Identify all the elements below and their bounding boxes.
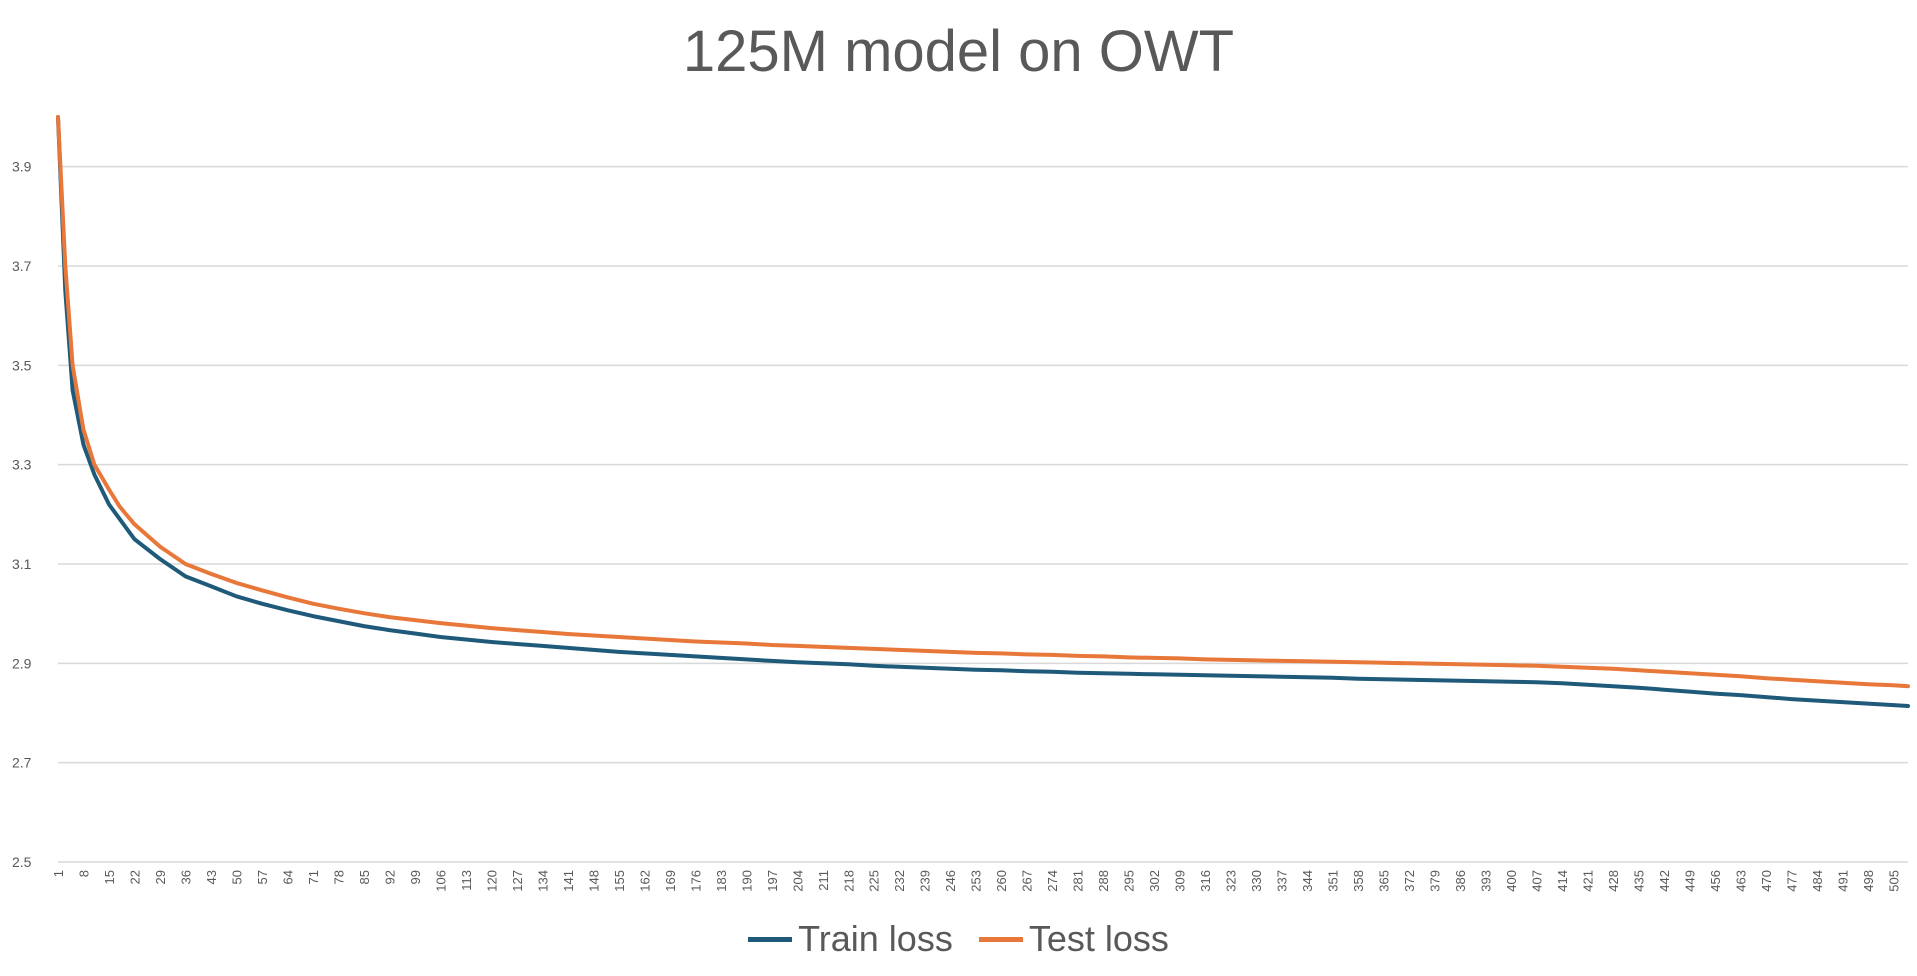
x-tick-label: 64 xyxy=(280,870,295,884)
y-tick-label: 3.5 xyxy=(12,357,32,373)
gridlines xyxy=(58,165,1908,863)
legend-swatch-test xyxy=(978,936,1023,942)
y-tick-label: 3.7 xyxy=(12,258,32,274)
x-tick-label: 316 xyxy=(1198,870,1213,892)
chart-title: 125M model on OWT xyxy=(682,19,1235,84)
x-tick-label: 8 xyxy=(76,870,91,877)
x-tick-label: 190 xyxy=(739,870,754,892)
x-tick-label: 295 xyxy=(1122,870,1137,892)
x-tick-label: 162 xyxy=(637,870,652,892)
x-tick-label: 155 xyxy=(612,870,627,892)
series-line-train xyxy=(56,115,1910,708)
x-tick-label: 99 xyxy=(408,870,423,884)
x-tick-label: 92 xyxy=(382,870,397,884)
x-tick-label: 407 xyxy=(1530,870,1545,892)
y-tick-label: 2.5 xyxy=(12,854,32,870)
x-axis-ticks: 1 8 15 22 29 36 43 50 57 64 71 78 85 92 99 106 113 120 127… xyxy=(51,870,1901,892)
x-tick-label: 176 xyxy=(688,870,703,892)
x-tick-label: 400 xyxy=(1504,870,1519,892)
x-tick-label: 204 xyxy=(790,870,805,892)
x-tick-label: 15 xyxy=(102,870,117,884)
y-tick-label: 2.7 xyxy=(12,755,32,771)
x-tick-label: 274 xyxy=(1045,870,1060,892)
x-tick-label: 253 xyxy=(969,870,984,892)
x-tick-label: 148 xyxy=(586,870,601,892)
x-tick-label: 29 xyxy=(153,870,168,884)
x-tick-label: 498 xyxy=(1861,870,1876,892)
x-tick-label: 218 xyxy=(841,870,856,892)
x-tick-label: 435 xyxy=(1632,870,1647,892)
x-tick-label: 169 xyxy=(663,870,678,892)
x-tick-label: 470 xyxy=(1759,870,1774,892)
x-tick-label: 372 xyxy=(1402,870,1417,892)
x-tick-label: 365 xyxy=(1377,870,1392,892)
x-tick-label: 1 xyxy=(51,870,66,877)
x-tick-label: 351 xyxy=(1326,870,1341,892)
x-tick-label: 330 xyxy=(1249,870,1264,892)
x-tick-label: 484 xyxy=(1810,870,1825,892)
x-tick-label: 456 xyxy=(1708,870,1723,892)
legend-label-test: Test loss xyxy=(1028,918,1169,959)
x-tick-label: 120 xyxy=(484,870,499,892)
series-line-test xyxy=(56,115,1910,689)
y-axis-ticks: 2.5 2.7 2.9 3.1 3.3 3.5 3.7 3.9 xyxy=(12,159,32,870)
x-tick-label: 379 xyxy=(1428,870,1443,892)
x-tick-label: 281 xyxy=(1071,870,1086,892)
x-tick-label: 113 xyxy=(459,870,474,891)
x-tick-label: 428 xyxy=(1606,870,1621,892)
series-lines xyxy=(56,115,1910,708)
x-tick-label: 337 xyxy=(1275,870,1290,892)
x-tick-label: 106 xyxy=(433,870,448,892)
y-tick-label: 3.9 xyxy=(12,159,32,175)
x-tick-label: 477 xyxy=(1784,870,1799,892)
x-tick-label: 309 xyxy=(1173,870,1188,892)
legend-item-train: Train loss xyxy=(748,918,953,960)
x-tick-label: 71 xyxy=(306,870,321,884)
x-tick-label: 449 xyxy=(1682,870,1697,892)
legend-item-test: Test loss xyxy=(978,918,1169,960)
x-tick-label: 358 xyxy=(1351,870,1366,892)
x-tick-label: 260 xyxy=(994,870,1009,892)
x-tick-label: 57 xyxy=(255,870,270,884)
x-tick-label: 414 xyxy=(1555,870,1570,892)
x-tick-label: 386 xyxy=(1453,870,1468,892)
legend-label-train: Train loss xyxy=(798,918,953,959)
y-tick-label: 3.3 xyxy=(12,457,32,473)
x-tick-label: 267 xyxy=(1020,870,1035,892)
x-tick-label: 43 xyxy=(204,870,219,884)
x-tick-label: 211 xyxy=(816,870,831,891)
x-tick-label: 421 xyxy=(1581,870,1596,892)
x-tick-label: 239 xyxy=(918,870,933,892)
x-tick-label: 22 xyxy=(127,870,142,884)
y-tick-label: 3.1 xyxy=(12,556,32,572)
x-tick-label: 78 xyxy=(331,870,346,884)
x-tick-label: 246 xyxy=(943,870,958,892)
x-tick-label: 442 xyxy=(1657,870,1672,892)
x-tick-label: 232 xyxy=(892,870,907,892)
x-tick-label: 225 xyxy=(867,870,882,892)
x-tick-label: 134 xyxy=(535,870,550,892)
x-tick-label: 323 xyxy=(1224,870,1239,892)
x-tick-label: 183 xyxy=(714,870,729,892)
x-tick-label: 36 xyxy=(178,870,193,884)
x-tick-label: 85 xyxy=(357,870,372,884)
x-tick-label: 50 xyxy=(229,870,244,884)
y-tick-label: 2.9 xyxy=(12,655,32,671)
legend: Train loss Test loss xyxy=(0,918,1917,960)
x-tick-label: 302 xyxy=(1147,870,1162,892)
x-tick-label: 505 xyxy=(1886,870,1901,892)
x-tick-label: 127 xyxy=(510,870,525,892)
x-tick-label: 344 xyxy=(1300,870,1315,892)
x-tick-label: 463 xyxy=(1733,870,1748,892)
x-tick-label: 288 xyxy=(1096,870,1111,892)
x-tick-label: 393 xyxy=(1479,870,1494,892)
legend-swatch-train xyxy=(748,936,793,942)
x-tick-label: 197 xyxy=(765,870,780,892)
x-tick-label: 491 xyxy=(1835,870,1850,892)
x-tick-label: 141 xyxy=(561,870,576,892)
